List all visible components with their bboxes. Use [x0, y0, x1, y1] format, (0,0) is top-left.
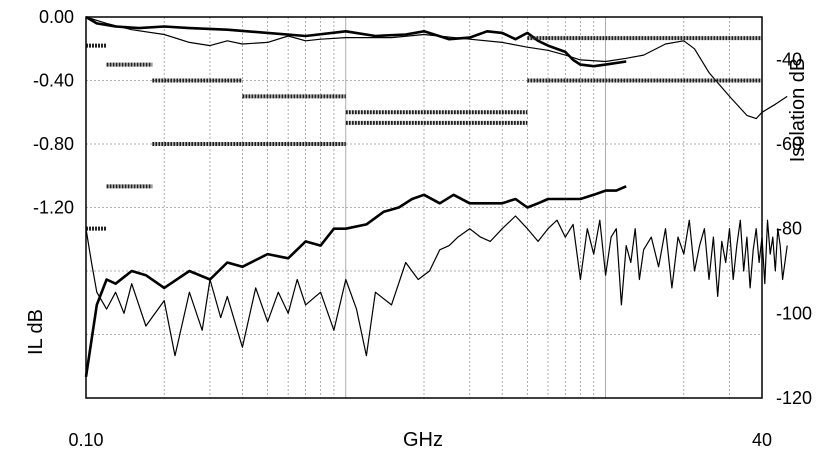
x-axis-ticks: 0.10 40	[68, 430, 772, 450]
left-tick-label: -1.20	[33, 198, 74, 218]
right-tick-label: -80	[776, 219, 802, 239]
left-axis-title: IL dB	[25, 309, 47, 355]
series-line-1	[85, 15, 627, 68]
right-axis-title: Isolation dB	[787, 58, 809, 163]
right-tick-label: -120	[776, 388, 812, 408]
left-tick-label: 0.00	[39, 7, 74, 27]
right-tick-label: -60	[776, 134, 802, 154]
plot-frame	[85, 16, 763, 399]
grid	[86, 17, 762, 398]
left-axis-ticks: 0.00 -0.40 -0.80 -1.20	[33, 7, 74, 218]
right-tick-label: -100	[776, 303, 812, 323]
left-tick-label: -0.40	[33, 71, 74, 91]
x-axis-title: GHz	[403, 429, 443, 451]
x-tick-label: 0.10	[68, 430, 103, 450]
x-tick-label: 40	[752, 430, 772, 450]
series-line-3	[84, 185, 627, 377]
series-line-4	[85, 215, 788, 357]
left-tick-label: -0.80	[33, 134, 74, 154]
right-tick-label: -40	[776, 49, 802, 69]
series-line-2	[85, 16, 788, 120]
right-axis-ticks: -40 -60 -80 -100 -120	[776, 49, 812, 408]
series-layer	[84, 15, 788, 377]
